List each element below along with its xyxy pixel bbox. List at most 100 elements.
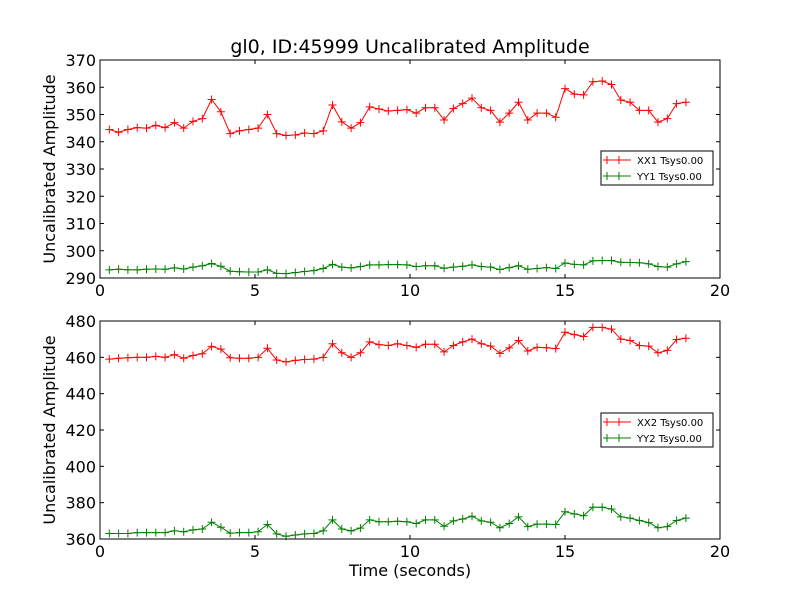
data-point	[356, 118, 365, 127]
data-point	[272, 356, 281, 365]
data-point	[523, 346, 532, 355]
data-point	[123, 265, 132, 274]
data-point	[672, 259, 681, 268]
data-point	[328, 100, 337, 109]
data-point	[291, 268, 300, 277]
y-tick-label: 290	[65, 269, 96, 288]
data-point	[123, 125, 132, 134]
data-point	[272, 529, 281, 538]
data-point	[663, 114, 672, 123]
data-point	[672, 99, 681, 108]
data-point	[375, 260, 383, 269]
legend-top: XX1 Tsys0.00 YY1 Tsys0.00	[600, 150, 714, 186]
data-point	[440, 522, 449, 531]
data-point	[133, 353, 142, 362]
data-point	[626, 514, 635, 523]
data-point	[309, 266, 318, 275]
data-point	[235, 354, 244, 363]
data-point	[402, 341, 411, 350]
data-point	[505, 343, 514, 352]
data-point	[495, 523, 504, 532]
y-axis-label-bottom: Uncalibrated Amplitude	[40, 335, 59, 524]
data-point	[356, 348, 365, 357]
data-point	[579, 260, 588, 269]
data-point	[235, 528, 244, 537]
y-tick-label: 360	[65, 78, 96, 97]
data-point	[616, 335, 625, 344]
chart-title: gl0, ID:45999 Uncalibrated Amplitude	[230, 36, 589, 58]
data-point	[551, 264, 560, 273]
data-point	[542, 520, 551, 529]
data-point	[170, 526, 179, 535]
data-point	[421, 103, 430, 112]
data-point	[663, 522, 672, 531]
data-point	[356, 262, 365, 271]
data-point	[151, 121, 160, 130]
data-point	[477, 516, 486, 525]
data-point	[514, 98, 523, 107]
data-point	[133, 528, 142, 537]
data-point	[226, 353, 235, 362]
data-point	[468, 260, 476, 269]
data-point	[561, 328, 569, 337]
data-point	[328, 515, 337, 524]
data-point	[579, 90, 588, 99]
x-tick-label: 10	[400, 281, 420, 300]
data-point	[384, 341, 393, 350]
data-point	[523, 265, 532, 274]
data-point	[105, 355, 114, 364]
y-tick-label: 440	[65, 385, 96, 404]
data-point	[458, 262, 467, 271]
data-point	[570, 90, 579, 99]
data-point	[356, 524, 365, 533]
data-point	[505, 109, 514, 118]
data-point	[244, 125, 253, 134]
data-point	[226, 129, 235, 138]
data-point	[412, 519, 421, 528]
data-point	[607, 256, 616, 265]
data-point	[458, 515, 467, 524]
plot-area-bottom: 0 5 10 15 20 360 380 400 420 440 460 480	[65, 312, 730, 561]
x-tick-label: 20	[710, 281, 730, 300]
y-tick-label: 340	[65, 133, 96, 152]
data-point	[561, 259, 569, 268]
data-point	[375, 517, 383, 526]
data-point	[654, 262, 662, 271]
data-point	[123, 529, 132, 538]
data-point	[421, 261, 430, 270]
data-point	[319, 264, 328, 273]
data-point	[561, 507, 569, 516]
data-point	[616, 258, 625, 267]
data-point	[216, 523, 225, 532]
data-point	[142, 265, 151, 274]
data-point	[598, 76, 607, 85]
data-point	[393, 339, 402, 348]
plot-area-top: 0 5 10 15 20 290 300 310 320 330 340 350 360 370	[65, 51, 730, 300]
legend-marker	[603, 434, 611, 442]
data-point	[588, 323, 597, 332]
data-point	[226, 267, 235, 276]
legend-box	[600, 150, 714, 186]
data-point	[244, 354, 253, 363]
legend-label: XX2 Tsys0.00	[637, 418, 703, 429]
data-point	[216, 345, 225, 354]
data-point	[588, 503, 597, 512]
data-point	[663, 346, 672, 355]
y-tick-label: 350	[65, 106, 96, 125]
data-point	[263, 110, 272, 119]
data-point	[309, 529, 318, 538]
data-point	[486, 106, 495, 115]
data-point	[514, 336, 523, 345]
data-point	[486, 342, 495, 351]
data-point	[654, 523, 662, 532]
data-point	[161, 265, 170, 274]
data-point	[207, 518, 216, 527]
data-point	[337, 348, 346, 357]
data-point	[142, 124, 151, 133]
data-point	[114, 354, 123, 363]
data-point	[570, 260, 579, 269]
data-point	[337, 263, 346, 272]
data-point	[551, 113, 560, 122]
data-point	[542, 109, 551, 118]
data-point	[161, 123, 170, 132]
